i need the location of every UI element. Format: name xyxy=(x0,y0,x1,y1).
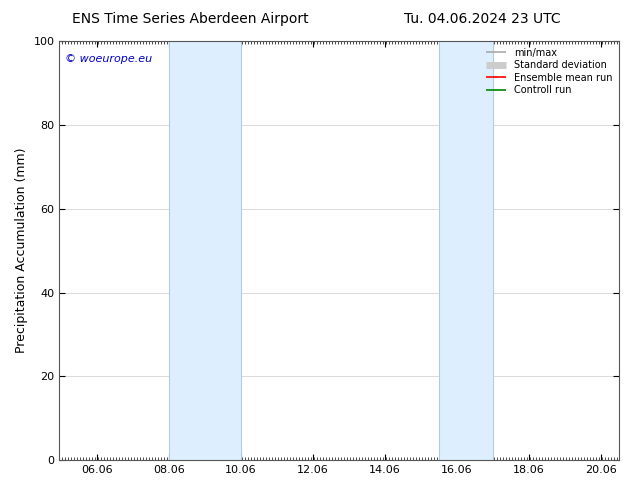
Y-axis label: Precipitation Accumulation (mm): Precipitation Accumulation (mm) xyxy=(15,148,28,353)
Text: ENS Time Series Aberdeen Airport: ENS Time Series Aberdeen Airport xyxy=(72,12,309,26)
Text: © woeurope.eu: © woeurope.eu xyxy=(65,53,152,64)
Legend: min/max, Standard deviation, Ensemble mean run, Controll run: min/max, Standard deviation, Ensemble me… xyxy=(484,46,614,97)
Bar xyxy=(439,41,493,460)
Text: Tu. 04.06.2024 23 UTC: Tu. 04.06.2024 23 UTC xyxy=(403,12,560,26)
Bar xyxy=(169,41,241,460)
